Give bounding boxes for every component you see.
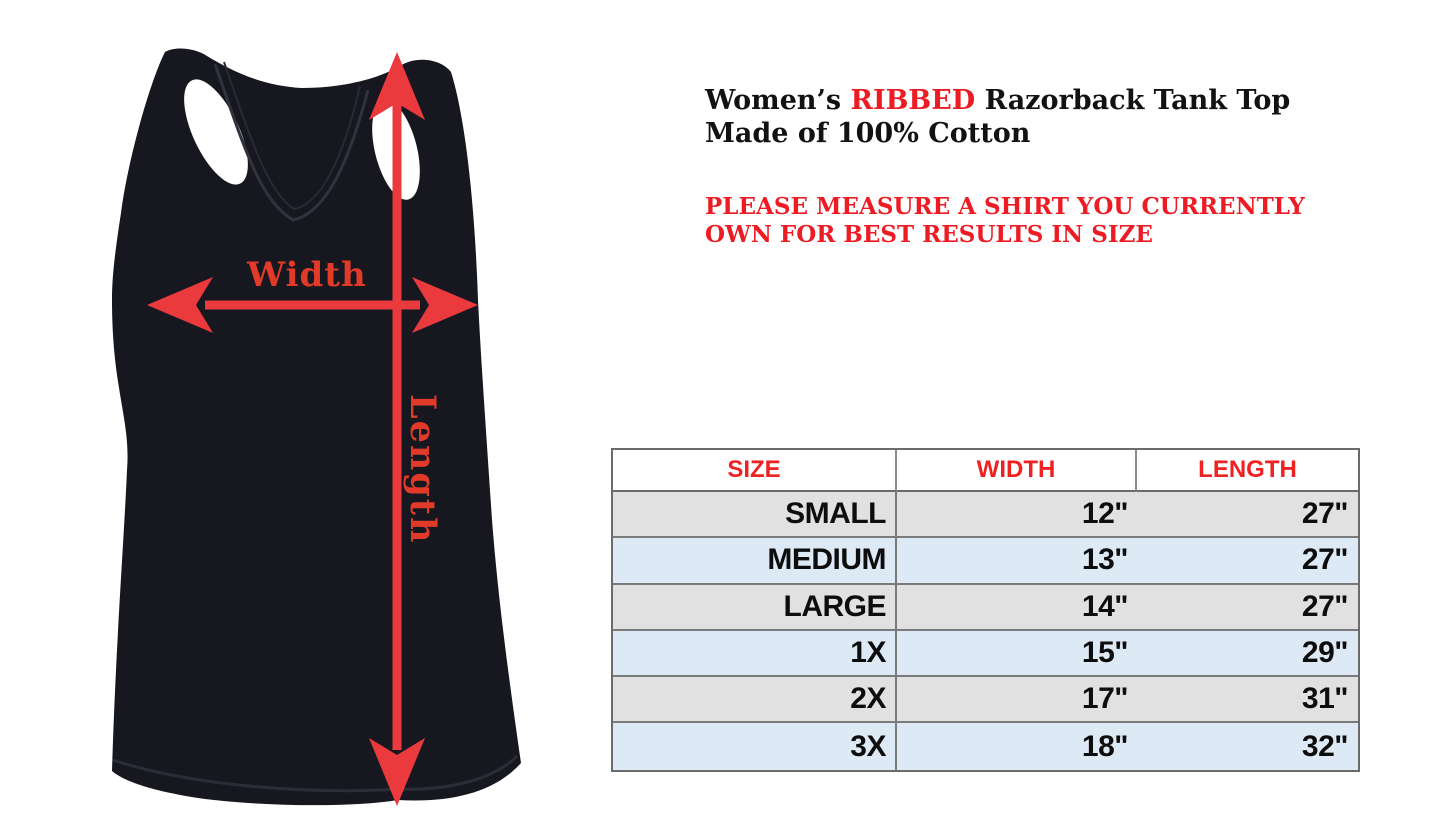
neckline-seam — [213, 63, 370, 222]
warning-line2: OWN FOR BEST RESULTS IN SIZE — [705, 221, 1153, 248]
title-suffix: Razorback Tank Top — [975, 85, 1291, 116]
table-cell-width: 15" — [897, 630, 1137, 678]
warning-line1: PLEASE MEASURE A SHIRT YOU CURRENTLY — [705, 193, 1305, 220]
table-cell-width: 13" — [897, 538, 1137, 585]
product-title-line1: Women’s RIBBED Razorback Tank Top — [705, 84, 1365, 117]
length-measure-label: Length — [402, 394, 443, 545]
neckband-inner-seam — [223, 61, 361, 211]
table-cell-size: 1X — [613, 630, 897, 678]
table-cell-size: SMALL — [613, 492, 897, 539]
table-cell-size: LARGE — [613, 584, 897, 631]
table-cell-width: 14" — [897, 584, 1137, 631]
table-cell-length: 32" — [1137, 723, 1358, 770]
column-header-width: WIDTH — [897, 450, 1137, 492]
length-arrow-head-down — [369, 738, 425, 806]
table-cell-length: 27" — [1137, 584, 1358, 631]
title-highlight-ribbed: RIBBED — [850, 85, 976, 116]
table-cell-width: 17" — [897, 677, 1137, 724]
product-title-line2: Made of 100% Cotton — [705, 118, 1031, 149]
table-cell-length: 31" — [1137, 677, 1358, 724]
table-cell-width: 18" — [897, 723, 1137, 770]
column-header-length: LENGTH — [1137, 450, 1358, 492]
column-header-size: SIZE — [613, 450, 897, 492]
tank-top-measurement-diagram: Width Length — [0, 0, 560, 838]
width-arrow-shaft — [205, 300, 420, 310]
hem-seam — [112, 754, 519, 793]
length-arrow-shaft — [392, 100, 402, 750]
product-title: Women’s RIBBED Razorback Tank Top Made o… — [705, 84, 1365, 150]
size-chart-table: SIZE WIDTH LENGTH SMALL 12" 27" MEDIUM 1… — [611, 448, 1360, 772]
table-cell-length: 27" — [1137, 538, 1358, 585]
table-cell-size: 3X — [613, 723, 897, 770]
width-arrow-head-left — [147, 277, 213, 333]
table-cell-width: 12" — [897, 492, 1137, 539]
table-cell-length: 29" — [1137, 630, 1358, 678]
left-armhole-cutout — [184, 79, 248, 185]
width-arrow-head-right — [412, 277, 478, 333]
measurement-warning: PLEASE MEASURE A SHIRT YOU CURRENTLY OWN… — [705, 193, 1385, 249]
table-cell-length: 27" — [1137, 492, 1358, 539]
tank-top-graphic — [112, 48, 521, 806]
table-cell-size: 2X — [613, 677, 897, 724]
tank-top-body — [112, 48, 521, 806]
width-measure-label: Width — [247, 255, 367, 295]
length-arrow-head-up — [369, 52, 425, 120]
title-prefix: Women’s — [705, 85, 851, 116]
table-cell-size: MEDIUM — [613, 538, 897, 585]
